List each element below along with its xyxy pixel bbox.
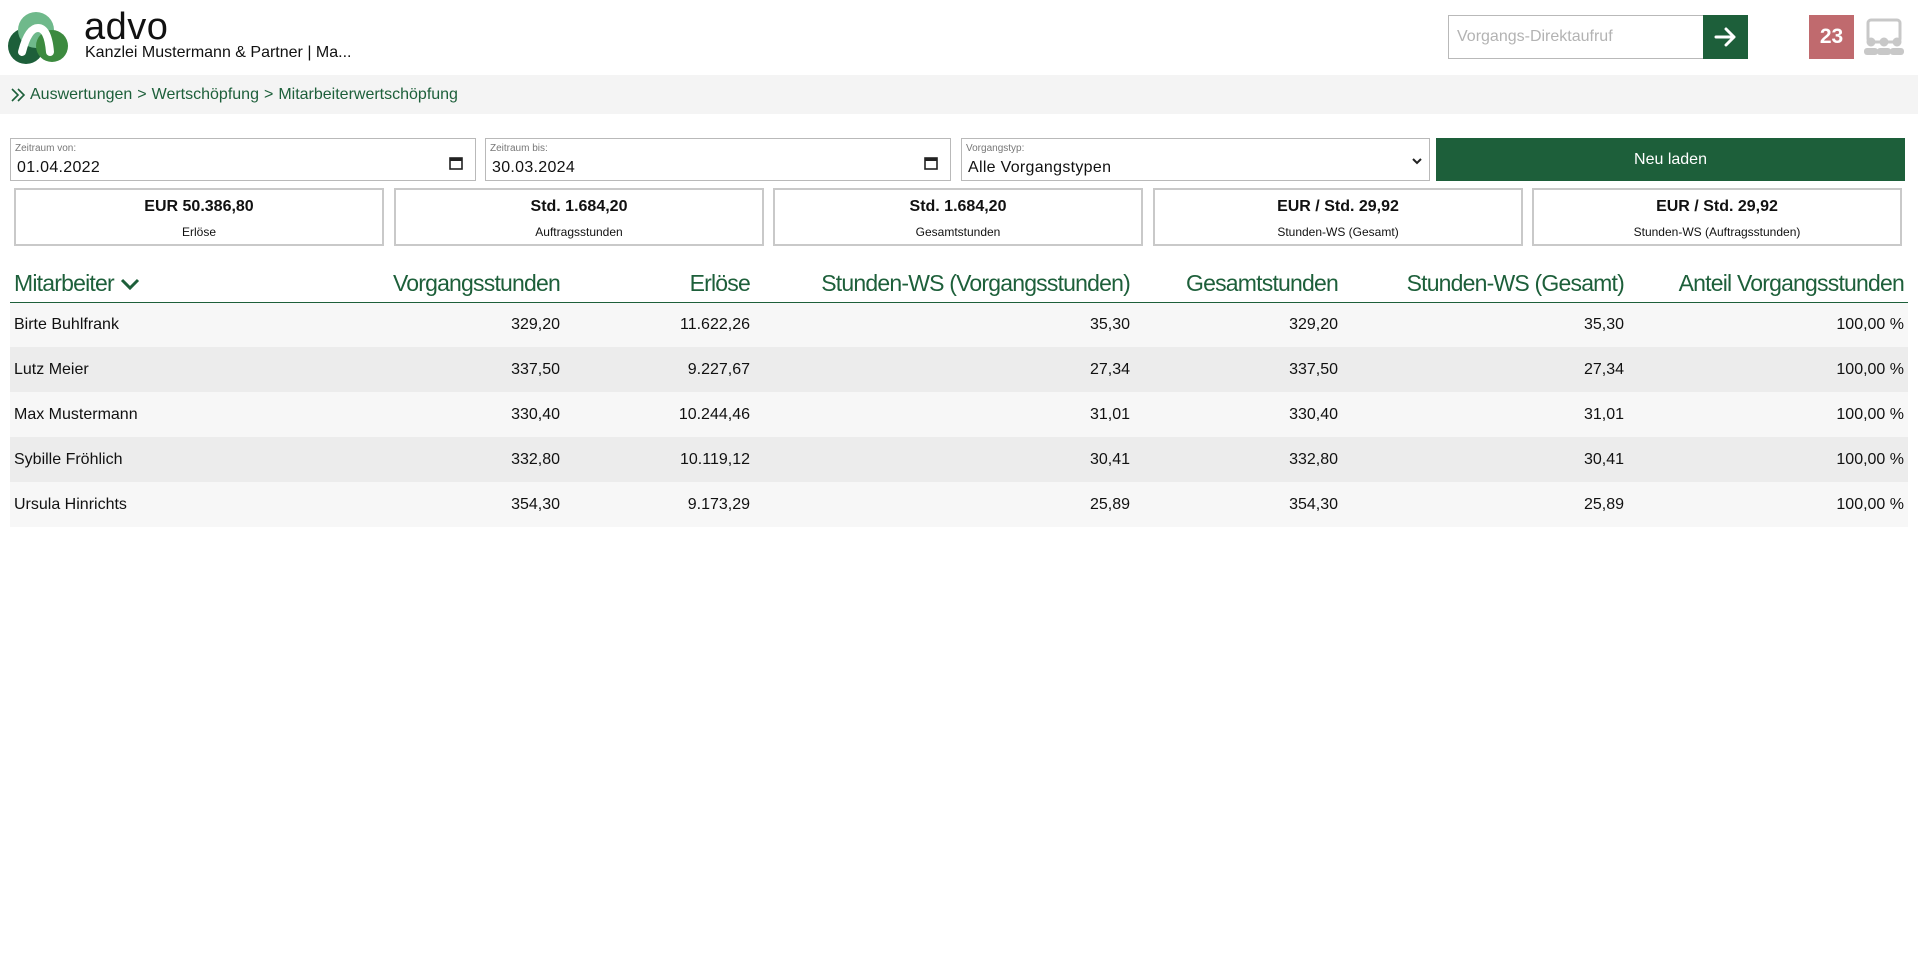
calendar-icon[interactable] [449,156,463,170]
kpi-label: Stunden-WS (Auftragsstunden) [1633,225,1801,239]
cell-stunden-ws-vorgang: 31,01 [754,392,1134,437]
cell-erloese: 10.119,12 [564,437,754,482]
column-header-erloese[interactable]: Erlöse [564,262,754,303]
kpi-label: Gesamtstunden [915,225,1001,239]
date-to-label: Zeitraum bis: [490,143,548,154]
cell-employee: Birte Buhlfrank [10,302,300,347]
cell-stunden-ws-vorgang: 27,34 [754,347,1134,392]
cell-employee: Max Mustermann [10,392,300,437]
column-header-label[interactable]: Mitarbeiter [14,269,115,296]
kpi-value: Std. 1.684,20 [909,198,1007,215]
reload-button[interactable]: Neu laden [1436,138,1905,181]
direct-call-input[interactable] [1448,15,1704,59]
brand-name: advo [84,6,169,48]
cell-employee: Ursula Hinrichts [10,482,300,527]
kpi-card-stunden-ws-auftragsstunden: EUR / Std. 29,92 Stunden-WS (Auftragsstu… [1532,188,1902,246]
cell-gesamtstunden: 337,50 [1134,347,1342,392]
employee-value-table: Mitarbeiter Vorgangsstunden Erlöse Stund… [10,262,1908,527]
cell-vorgangsstunden: 354,30 [300,482,564,527]
table-row[interactable]: Sybille Fröhlich 332,80 10.119,12 30,41 … [10,437,1908,482]
kpi-card-gesamtstunden: Std. 1.684,20 Gesamtstunden [773,188,1143,246]
breadcrumb-separator: > [137,85,147,103]
cell-gesamtstunden: 354,30 [1134,482,1342,527]
cell-anteil: 100,00 % [1628,392,1908,437]
table-row[interactable]: Birte Buhlfrank 329,20 11.622,26 35,30 3… [10,302,1908,347]
organization-name[interactable]: Kanzlei Mustermann & Partner | Ma... [85,44,352,61]
cell-stunden-ws-gesamt: 30,41 [1342,437,1628,482]
kpi-card-stunden-ws-gesamt: EUR / Std. 29,92 Stunden-WS (Gesamt) [1153,188,1523,246]
breadcrumb-item-mitarbeiterwertschoepfung[interactable]: Mitarbeiterwertschöpfung [278,85,458,103]
cell-anteil: 100,00 % [1628,437,1908,482]
cell-stunden-ws-gesamt: 31,01 [1342,392,1628,437]
advo-logo-icon[interactable] [6,8,72,68]
column-header-anteil-vorgangsstunden[interactable]: Anteil Vorgangsstunden [1628,262,1908,303]
arrow-right-icon [1714,27,1735,47]
breadcrumb-item-wertschoepfung[interactable]: Wertschöpfung [151,85,259,103]
cell-stunden-ws-vorgang: 35,30 [754,302,1134,347]
table-row[interactable]: Ursula Hinrichts 354,30 9.173,29 25,89 3… [10,482,1908,527]
kpi-label: Auftragsstunden [535,225,623,239]
cell-anteil: 100,00 % [1628,347,1908,392]
cell-stunden-ws-gesamt: 35,30 [1342,302,1628,347]
cell-erloese: 9.173,29 [564,482,754,527]
notification-badge[interactable]: 23 [1809,15,1854,59]
process-type-value[interactable]: Alle Vorgangstypen [968,159,1112,176]
table-row[interactable]: Lutz Meier 337,50 9.227,67 27,34 337,50 … [10,347,1908,392]
column-header-vorgangsstunden[interactable]: Vorgangsstunden [300,262,564,303]
date-from-field[interactable]: Zeitraum von: 01.04.2022 [10,138,476,181]
kpi-card-auftragsstunden: Std. 1.684,20 Auftragsstunden [394,188,764,246]
breadcrumb: Auswertungen > Wertschöpfung > Mitarbeit… [0,75,1918,114]
kpi-value: EUR / Std. 29,92 [1656,198,1778,215]
double-chevron-right-icon [11,87,26,102]
cell-gesamtstunden: 332,80 [1134,437,1342,482]
cell-employee: Lutz Meier [10,347,300,392]
breadcrumb-item-auswertungen[interactable]: Auswertungen [30,85,133,103]
sort-chevron-down-icon[interactable] [120,277,140,291]
cell-vorgangsstunden: 332,80 [300,437,564,482]
date-from-value[interactable]: 01.04.2022 [17,159,101,176]
cell-vorgangsstunden: 337,50 [300,347,564,392]
cell-stunden-ws-vorgang: 30,41 [754,437,1134,482]
cell-anteil: 100,00 % [1628,482,1908,527]
table-header-row: Mitarbeiter Vorgangsstunden Erlöse Stund… [10,262,1908,303]
direct-call-go-button[interactable] [1703,15,1748,59]
team-users-icon[interactable] [1862,18,1906,56]
chevron-down-icon[interactable] [1411,156,1423,166]
calendar-icon[interactable] [924,156,938,170]
breadcrumb-separator: > [263,85,274,103]
cell-gesamtstunden: 330,40 [1134,392,1342,437]
column-header-stunden-ws-vorgangsstunden[interactable]: Stunden-WS (Vorgangsstunden) [754,262,1134,303]
kpi-value: EUR / Std. 29,92 [1277,198,1399,215]
cell-erloese: 11.622,26 [564,302,754,347]
cell-stunden-ws-gesamt: 25,89 [1342,482,1628,527]
column-header-gesamtstunden[interactable]: Gesamtstunden [1134,262,1342,303]
process-type-label: Vorgangstyp: [966,143,1025,154]
table-row[interactable]: Max Mustermann 330,40 10.244,46 31,01 33… [10,392,1908,437]
cell-anteil: 100,00 % [1628,302,1908,347]
process-type-select[interactable]: Vorgangstyp: Alle Vorgangstypen [961,138,1430,181]
kpi-label: Stunden-WS (Gesamt) [1277,225,1399,239]
cell-erloese: 10.244,46 [564,392,754,437]
date-to-field[interactable]: Zeitraum bis: 30.03.2024 [485,138,951,181]
column-header-stunden-ws-gesamt[interactable]: Stunden-WS (Gesamt) [1342,262,1628,303]
date-from-label: Zeitraum von: [15,143,77,154]
cell-employee: Sybille Fröhlich [10,437,300,482]
kpi-label: Erlöse [181,225,216,239]
cell-stunden-ws-vorgang: 25,89 [754,482,1134,527]
cell-erloese: 9.227,67 [564,347,754,392]
date-to-value[interactable]: 30.03.2024 [492,159,576,176]
kpi-card-erloese: EUR 50.386,80 Erlöse [14,188,384,246]
app-header: advo Kanzlei Mustermann & Partner | Ma..… [0,0,1918,75]
kpi-value: EUR 50.386,80 [144,198,254,215]
cell-stunden-ws-gesamt: 27,34 [1342,347,1628,392]
kpi-value: Std. 1.684,20 [530,198,628,215]
column-header-mitarbeiter[interactable]: Mitarbeiter [10,262,300,303]
cell-gesamtstunden: 329,20 [1134,302,1342,347]
cell-vorgangsstunden: 330,40 [300,392,564,437]
cell-vorgangsstunden: 329,20 [300,302,564,347]
